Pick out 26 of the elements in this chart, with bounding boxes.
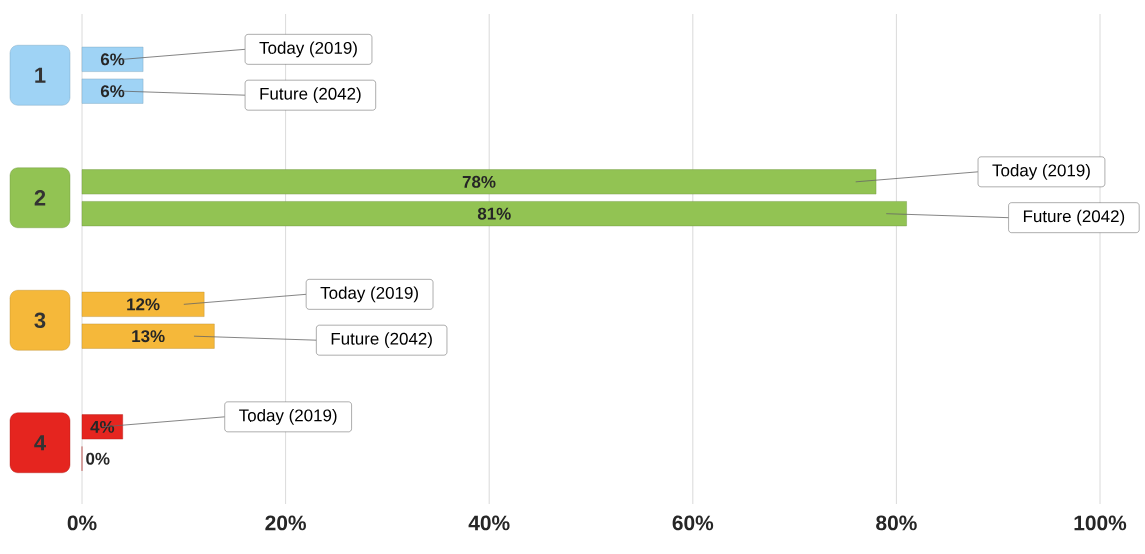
text: Future (2042) <box>1023 209 1125 226</box>
x-tick-label: 0% <box>67 515 97 531</box>
data-label: 0% <box>86 452 110 465</box>
text: Today (2019) <box>320 286 418 303</box>
x-tick-label: 40% <box>468 515 510 531</box>
data-label: 4% <box>90 420 115 433</box>
text: Future (2042) <box>260 87 361 104</box>
y-tick-label: 1 <box>35 67 46 83</box>
data-label: 6% <box>100 85 125 98</box>
x-tick-label: 20% <box>265 515 306 531</box>
y-tick-label: 4 <box>34 435 46 451</box>
y-tick-label: 2 <box>34 190 46 206</box>
x-tick-label: 60% <box>672 515 714 531</box>
bar <box>81 414 123 440</box>
text: Today (2019) <box>239 408 337 425</box>
x-tick-label: 80% <box>876 515 917 531</box>
data-label: 78% <box>462 175 496 188</box>
data-label: 6% <box>100 53 125 66</box>
x-tick-label: 100% <box>1074 515 1127 531</box>
y-tick-label: 3 <box>34 312 46 329</box>
text: Future (2042) <box>331 332 432 349</box>
data-label: 81% <box>477 207 511 220</box>
data-label: 12% <box>127 298 160 311</box>
data-label: 13% <box>132 330 165 343</box>
text: Today (2019) <box>259 41 357 58</box>
text: Today (2019) <box>992 163 1090 180</box>
